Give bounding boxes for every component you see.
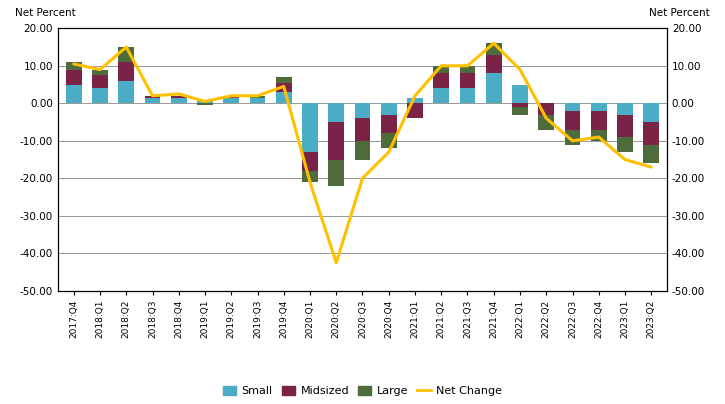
Bar (407, 103, 423, 118)
Bar (144, 96, 160, 98)
Bar (328, 122, 344, 160)
Bar (434, 73, 449, 88)
Bar (66, 69, 82, 84)
Bar (486, 73, 502, 103)
Bar (92, 75, 108, 88)
Bar (643, 122, 659, 145)
Bar (118, 81, 134, 103)
Bar (486, 55, 502, 73)
Bar (591, 103, 607, 111)
Bar (328, 103, 344, 122)
Bar (486, 43, 502, 55)
Bar (434, 66, 449, 73)
Text: Net Percent: Net Percent (649, 8, 710, 18)
Bar (197, 101, 213, 103)
Bar (66, 62, 82, 69)
Bar (407, 98, 423, 103)
Bar (249, 96, 265, 98)
Bar (223, 96, 239, 98)
Bar (118, 47, 134, 62)
Bar (171, 98, 186, 103)
Bar (355, 118, 370, 141)
Bar (617, 103, 633, 115)
Bar (565, 111, 581, 130)
Bar (381, 133, 397, 148)
Bar (276, 77, 291, 83)
Bar (197, 103, 213, 105)
Bar (381, 115, 397, 133)
Bar (276, 83, 291, 92)
Bar (92, 69, 108, 75)
Bar (565, 103, 581, 111)
Bar (512, 103, 528, 107)
Bar (643, 103, 659, 122)
Bar (643, 145, 659, 163)
Bar (223, 98, 239, 103)
Bar (591, 130, 607, 141)
Bar (171, 96, 186, 98)
Bar (434, 88, 449, 103)
Bar (460, 88, 476, 103)
Bar (617, 115, 633, 137)
Bar (617, 137, 633, 152)
Bar (302, 152, 318, 171)
Bar (381, 103, 397, 115)
Bar (355, 141, 370, 160)
Bar (92, 88, 108, 103)
Bar (539, 115, 554, 130)
Bar (539, 103, 554, 115)
Bar (302, 171, 318, 182)
Bar (460, 73, 476, 88)
Bar (512, 84, 528, 103)
Bar (591, 111, 607, 130)
Legend: Small, Midsized, Large, Net Change: Small, Midsized, Large, Net Change (218, 381, 507, 401)
Bar (302, 103, 318, 152)
Bar (66, 84, 82, 103)
Bar (144, 98, 160, 103)
Bar (249, 98, 265, 103)
Text: Net Percent: Net Percent (15, 8, 76, 18)
Bar (328, 160, 344, 186)
Bar (276, 92, 291, 103)
Bar (355, 103, 370, 118)
Bar (565, 130, 581, 145)
Bar (512, 107, 528, 115)
Bar (460, 66, 476, 73)
Bar (118, 62, 134, 81)
